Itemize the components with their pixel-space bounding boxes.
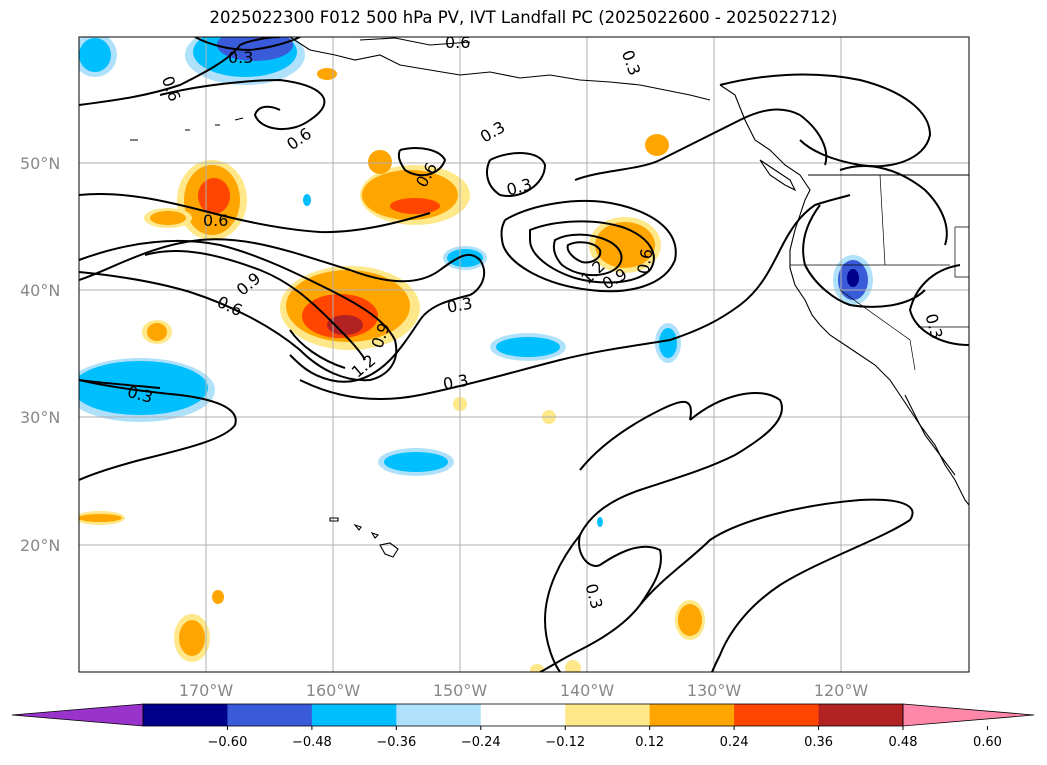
colorbar-swatch	[480, 704, 566, 726]
lon-label: 140°W	[560, 681, 615, 700]
lat-label: 50°N	[20, 154, 60, 173]
colorbar-tick-label: −0.60	[208, 735, 248, 750]
contour-label: 0.6	[633, 247, 656, 275]
lon-label: 120°W	[814, 681, 869, 700]
contour-label: 0.6	[445, 33, 470, 52]
colorbar-tick-label: −0.36	[376, 735, 416, 750]
colorbar: −0.60 −0.48 −0.36 −0.24 −0.12 0.12 0.24 0.36 0.4…	[11, 703, 1035, 750]
pv-shading	[79, 37, 873, 672]
colorbar-swatch	[143, 704, 228, 726]
colorbar-tick-label: −0.48	[292, 735, 332, 750]
colorbar-outline	[142, 703, 904, 727]
colorbar-swatch	[311, 704, 397, 726]
colorbar-tick-label: 0.24	[720, 735, 749, 750]
lat-label: 20°N	[20, 536, 60, 555]
colorbar-tick-label: 0.60	[973, 735, 1002, 750]
lat-axis-labels: 50°N 40°N 30°N 20°N	[20, 154, 60, 555]
colorbar-tick-label: 0.48	[889, 735, 918, 750]
lon-label: 130°W	[687, 681, 742, 700]
colorbar-swatch	[565, 704, 651, 726]
colorbar-swatch	[649, 704, 735, 726]
map-title: 2025022300 F012 500 hPa PV, IVT Landfall…	[209, 8, 838, 27]
contours	[79, 37, 969, 672]
colorbar-tick-label: −0.12	[545, 735, 585, 750]
colorbar-extend-high	[902, 703, 1035, 727]
colorbar-tick-label: 0.36	[804, 735, 833, 750]
lat-label: 40°N	[20, 281, 60, 300]
colorbar-tick-label: −0.24	[461, 735, 501, 750]
map-frame	[78, 36, 970, 673]
lon-axis-labels: 170°W 160°W 150°W 140°W 130°W 120°W	[179, 681, 869, 700]
lat-label: 30°N	[20, 408, 60, 427]
colorbar-tick-label: 0.12	[635, 735, 664, 750]
contour-label: 0.3	[442, 371, 470, 394]
colorbar-swatch	[818, 704, 904, 726]
colorbar-swatch	[396, 704, 482, 726]
coastlines	[130, 37, 969, 558]
colorbar-swatch	[227, 704, 313, 726]
lon-label: 170°W	[179, 681, 234, 700]
contour-label: 0.3	[228, 48, 253, 67]
lon-label: 150°W	[433, 681, 488, 700]
contour-label: 0.6	[203, 211, 228, 230]
lon-label: 160°W	[306, 681, 361, 700]
contour-label: 0.3	[446, 294, 474, 317]
colorbar-swatch	[734, 704, 820, 726]
colorbar-extend-low	[11, 703, 144, 727]
